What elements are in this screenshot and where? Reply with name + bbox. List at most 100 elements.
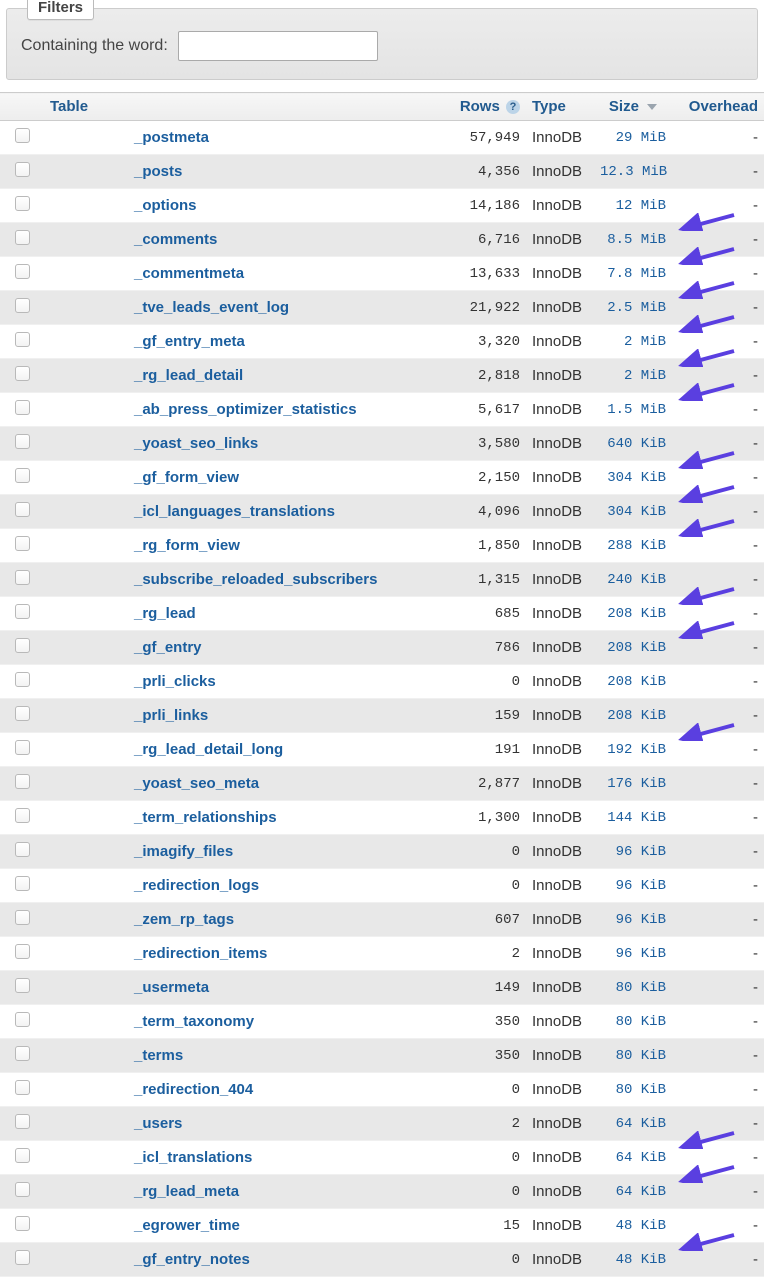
row-checkbox-cell[interactable]	[0, 121, 44, 155]
row-checkbox-cell[interactable]	[0, 1073, 44, 1107]
row-checkbox[interactable]	[15, 1250, 30, 1265]
row-checkbox-cell[interactable]	[0, 393, 44, 427]
size-link[interactable]: 64 KiB	[616, 1150, 666, 1166]
table-name-link[interactable]: _gf_entry_notes	[134, 1251, 250, 1268]
size-link[interactable]: 304 KiB	[607, 504, 666, 520]
size-link[interactable]: 208 KiB	[607, 640, 666, 656]
row-checkbox[interactable]	[15, 706, 30, 721]
row-checkbox-cell[interactable]	[0, 189, 44, 223]
row-checkbox-cell[interactable]	[0, 699, 44, 733]
row-checkbox[interactable]	[15, 570, 30, 585]
filter-input-containing[interactable]	[178, 31, 378, 61]
row-checkbox-cell[interactable]	[0, 495, 44, 529]
size-link[interactable]: 96 KiB	[616, 946, 666, 962]
row-checkbox-cell[interactable]	[0, 359, 44, 393]
table-name-link[interactable]: _rg_form_view	[134, 537, 240, 554]
row-checkbox-cell[interactable]	[0, 257, 44, 291]
row-checkbox[interactable]	[15, 842, 30, 857]
col-size[interactable]: Size	[594, 93, 672, 121]
row-checkbox-cell[interactable]	[0, 325, 44, 359]
table-name-link[interactable]: _term_taxonomy	[134, 1013, 254, 1030]
row-checkbox[interactable]	[15, 944, 30, 959]
row-checkbox[interactable]	[15, 978, 30, 993]
table-name-link[interactable]: _yoast_seo_links	[134, 435, 258, 452]
table-name-link[interactable]: _icl_translations	[134, 1149, 252, 1166]
table-name-link[interactable]: _posts	[134, 163, 182, 180]
row-checkbox[interactable]	[15, 740, 30, 755]
size-link[interactable]: 2 MiB	[624, 368, 666, 384]
size-link[interactable]: 48 KiB	[616, 1252, 666, 1268]
size-link[interactable]: 96 KiB	[616, 878, 666, 894]
row-checkbox-cell[interactable]	[0, 563, 44, 597]
size-link[interactable]: 144 KiB	[607, 810, 666, 826]
row-checkbox-cell[interactable]	[0, 291, 44, 325]
row-checkbox[interactable]	[15, 1216, 30, 1231]
table-name-link[interactable]: _icl_languages_translations	[134, 503, 335, 520]
row-checkbox[interactable]	[15, 162, 30, 177]
table-name-link[interactable]: _prli_clicks	[134, 673, 216, 690]
row-checkbox[interactable]	[15, 876, 30, 891]
row-checkbox-cell[interactable]	[0, 767, 44, 801]
table-name-link[interactable]: _redirection_404	[134, 1081, 253, 1098]
col-type[interactable]: Type	[526, 93, 594, 121]
table-name-link[interactable]: _comments	[134, 231, 217, 248]
row-checkbox[interactable]	[15, 1114, 30, 1129]
row-checkbox[interactable]	[15, 1012, 30, 1027]
table-name-link[interactable]: _users	[134, 1115, 182, 1132]
row-checkbox-cell[interactable]	[0, 461, 44, 495]
row-checkbox[interactable]	[15, 400, 30, 415]
table-name-link[interactable]: _terms	[134, 1047, 183, 1064]
size-link[interactable]: 48 KiB	[616, 1218, 666, 1234]
table-name-link[interactable]: _redirection_items	[134, 945, 267, 962]
row-checkbox[interactable]	[15, 536, 30, 551]
row-checkbox[interactable]	[15, 264, 30, 279]
row-checkbox-cell[interactable]	[0, 1039, 44, 1073]
table-name-link[interactable]: _rg_lead_detail_long	[134, 741, 283, 758]
table-name-link[interactable]: _redirection_logs	[134, 877, 259, 894]
size-link[interactable]: 304 KiB	[607, 470, 666, 486]
row-checkbox-cell[interactable]	[0, 801, 44, 835]
table-name-link[interactable]: _commentmeta	[134, 265, 244, 282]
row-checkbox-cell[interactable]	[0, 1209, 44, 1243]
row-checkbox[interactable]	[15, 298, 30, 313]
table-name-link[interactable]: _subscribe_reloaded_subscribers	[134, 571, 377, 588]
row-checkbox[interactable]	[15, 196, 30, 211]
row-checkbox[interactable]	[15, 672, 30, 687]
size-link[interactable]: 208 KiB	[607, 606, 666, 622]
row-checkbox-cell[interactable]	[0, 223, 44, 257]
row-checkbox[interactable]	[15, 1182, 30, 1197]
size-link[interactable]: 8.5 MiB	[607, 232, 666, 248]
table-name-link[interactable]: _tve_leads_event_log	[134, 299, 289, 316]
row-checkbox[interactable]	[15, 366, 30, 381]
size-link[interactable]: 208 KiB	[607, 674, 666, 690]
row-checkbox-cell[interactable]	[0, 529, 44, 563]
row-checkbox[interactable]	[15, 808, 30, 823]
table-name-link[interactable]: _usermeta	[134, 979, 209, 996]
row-checkbox[interactable]	[15, 604, 30, 619]
row-checkbox-cell[interactable]	[0, 155, 44, 189]
row-checkbox-cell[interactable]	[0, 1243, 44, 1277]
table-name-link[interactable]: _yoast_seo_meta	[134, 775, 259, 792]
size-link[interactable]: 12 MiB	[616, 198, 666, 214]
table-name-link[interactable]: _gf_entry_meta	[134, 333, 245, 350]
table-name-link[interactable]: _term_relationships	[134, 809, 277, 826]
row-checkbox-cell[interactable]	[0, 665, 44, 699]
table-name-link[interactable]: _zem_rp_tags	[134, 911, 234, 928]
row-checkbox-cell[interactable]	[0, 733, 44, 767]
help-icon[interactable]: ?	[506, 100, 520, 114]
row-checkbox-cell[interactable]	[0, 903, 44, 937]
row-checkbox[interactable]	[15, 638, 30, 653]
row-checkbox-cell[interactable]	[0, 835, 44, 869]
table-name-link[interactable]: _imagify_files	[134, 843, 233, 860]
size-link[interactable]: 64 KiB	[616, 1184, 666, 1200]
col-rows[interactable]: Rows ?	[440, 93, 526, 121]
size-link[interactable]: 96 KiB	[616, 912, 666, 928]
row-checkbox[interactable]	[15, 230, 30, 245]
size-link[interactable]: 80 KiB	[616, 980, 666, 996]
row-checkbox-cell[interactable]	[0, 1141, 44, 1175]
row-checkbox[interactable]	[15, 774, 30, 789]
size-link[interactable]: 2.5 MiB	[607, 300, 666, 316]
table-name-link[interactable]: _postmeta	[134, 129, 209, 146]
size-link[interactable]: 80 KiB	[616, 1048, 666, 1064]
size-link[interactable]: 208 KiB	[607, 708, 666, 724]
